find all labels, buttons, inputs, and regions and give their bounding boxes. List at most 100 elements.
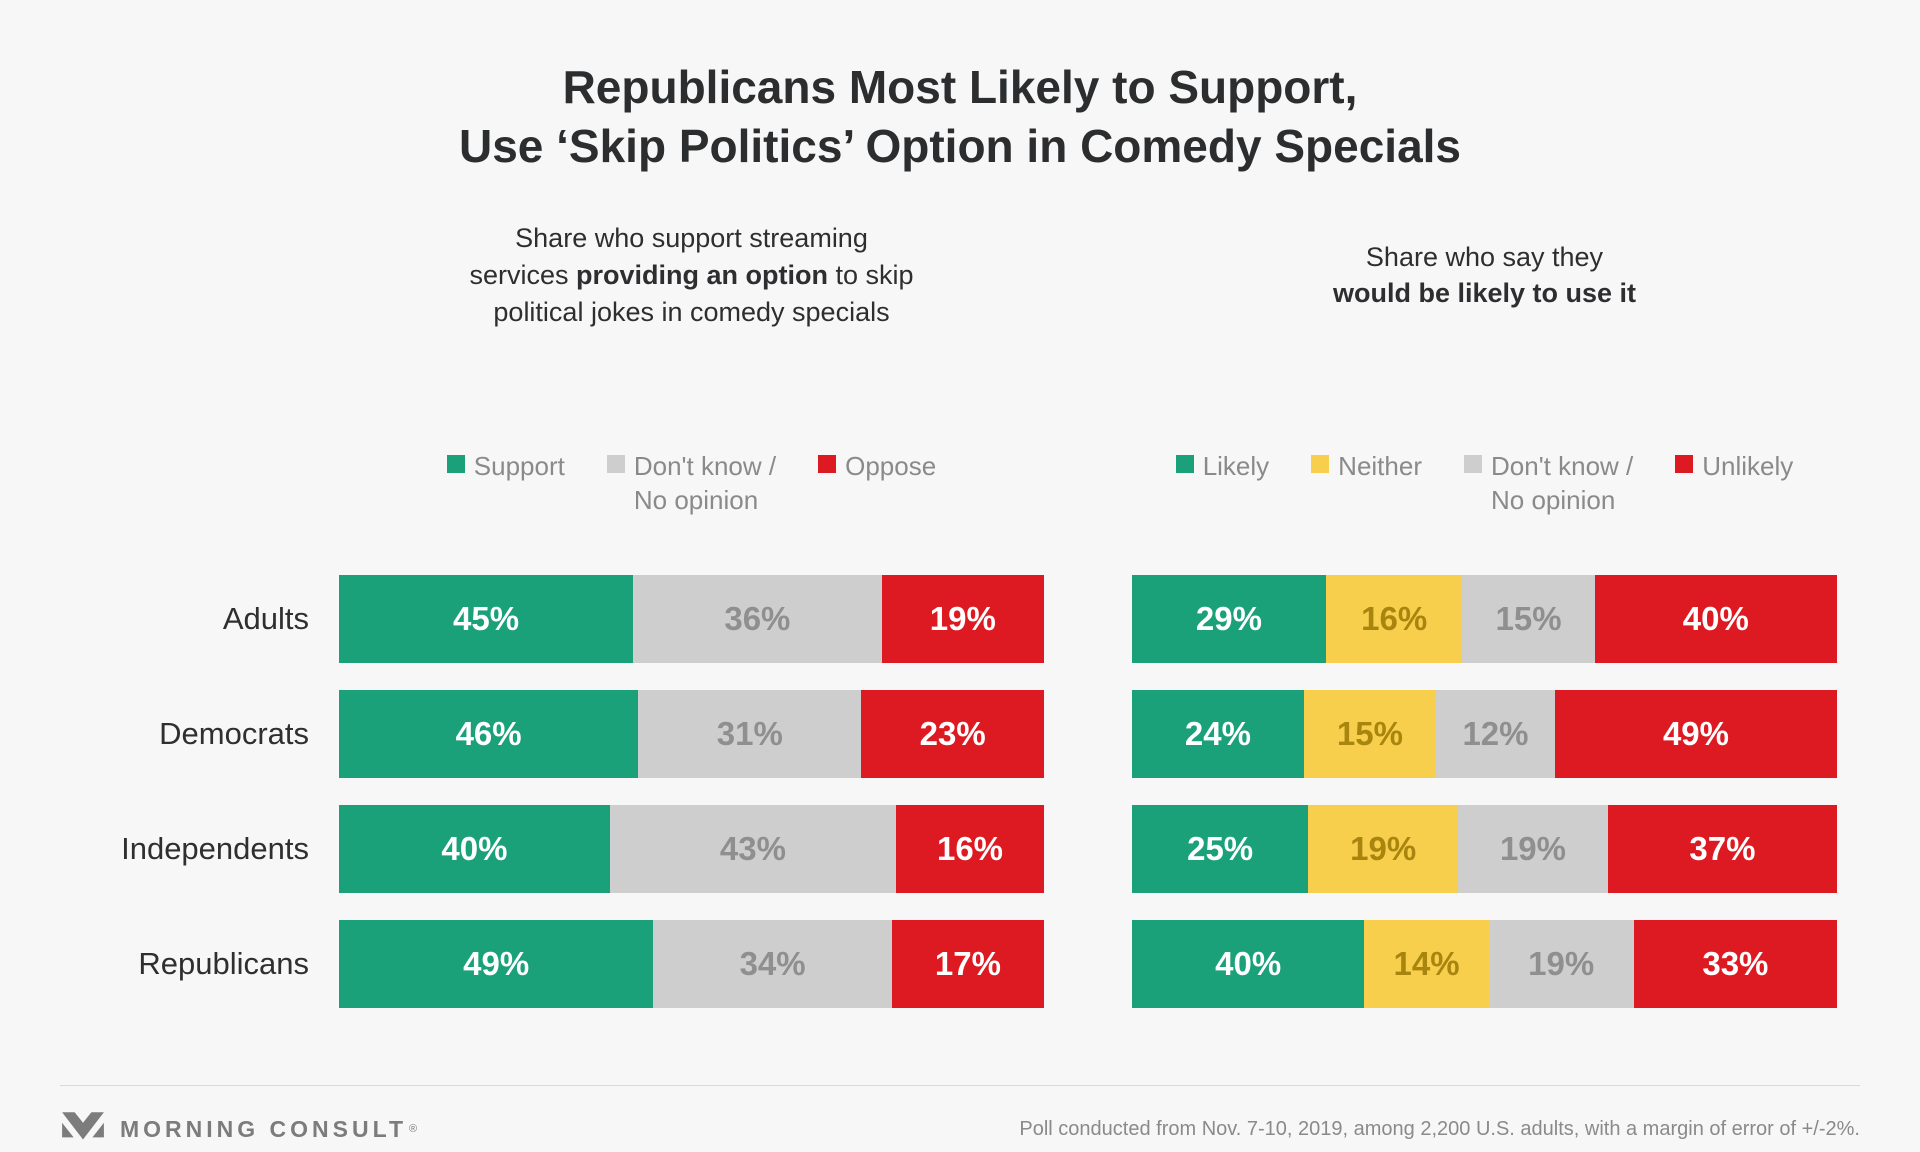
- subtitle-text: Share who support streaming: [515, 223, 868, 254]
- subtitle-line: services providing an option to skip: [339, 257, 1044, 294]
- segment-value: 37%: [1689, 830, 1756, 868]
- segment-value: 31%: [716, 715, 783, 753]
- segment-neither: 16%: [1325, 575, 1463, 664]
- segment-neither: 19%: [1308, 805, 1459, 894]
- legend-swatch-unlikely: [1675, 454, 1694, 473]
- segment-value: 19%: [1528, 945, 1595, 983]
- segment-oppose: 19%: [881, 575, 1044, 664]
- segment-value: 25%: [1187, 830, 1254, 868]
- segment-don-t-know-no-opinion: 19%: [1488, 920, 1634, 1009]
- segment-value: 36%: [724, 600, 791, 638]
- chart-subtitle: Share who support streaming services prov…: [339, 218, 1044, 333]
- subtitle-bold-text: would be likely to use it: [1332, 278, 1637, 309]
- segment-don-t-know-no-opinion: 12%: [1436, 690, 1555, 779]
- segment-value: 29%: [1195, 600, 1262, 638]
- segment-don-t-know-no-opinion: 19%: [1458, 805, 1608, 894]
- bar-row-republicans: 40% 14% 19% 33%: [1132, 920, 1838, 1009]
- legend-swatch-support: [446, 454, 465, 473]
- segment-support: 40%: [339, 805, 610, 894]
- segment-likely: 25%: [1132, 805, 1309, 894]
- segment-support: 46%: [339, 690, 639, 779]
- chart-subtitle: Share who say they would be likely to use…: [1132, 218, 1837, 333]
- segment-don-t-know-no-opinion: 36%: [633, 575, 882, 664]
- segment-value: 15%: [1336, 715, 1403, 753]
- segment-value: 24%: [1184, 715, 1251, 753]
- segment-value: 46%: [455, 715, 522, 753]
- poll-methodology-note: Poll conducted from Nov. 7-10, 2019, amo…: [1019, 1117, 1860, 1140]
- morning-consult-mark-icon: [62, 1112, 104, 1140]
- legend-item-support: Support: [446, 449, 565, 483]
- segment-value: 49%: [463, 945, 530, 983]
- stacked-bar-adults: 29% 16% 15% 40%: [1132, 575, 1837, 664]
- segment-value: 45%: [453, 600, 520, 638]
- segment-value: 14%: [1393, 945, 1460, 983]
- subtitle-text: political jokes in comedy specials: [493, 296, 890, 327]
- legend-item-likely: Likely: [1175, 449, 1269, 483]
- segment-value: 33%: [1702, 945, 1769, 983]
- segment-don-t-know-no-opinion: 15%: [1462, 575, 1595, 664]
- legend-item-don-t-know-no-opinion: Don't know / No opinion: [1464, 449, 1633, 518]
- stacked-bar-democrats: 24% 15% 12% 49%: [1132, 690, 1837, 779]
- row-label-independents: Independents: [121, 831, 309, 867]
- subtitle-line: would be likely to use it: [1132, 275, 1837, 312]
- footer: MORNING CONSULT ® Poll conducted from No…: [60, 1110, 1860, 1148]
- segment-value: 43%: [719, 830, 786, 868]
- legend-label-support: Support: [473, 450, 565, 481]
- chart-likely-use: Share who say they would be likely to use…: [1132, 176, 1838, 1036]
- segment-neither: 14%: [1364, 920, 1489, 1009]
- bar-row-adults: 29% 16% 15% 40%: [1132, 575, 1837, 664]
- subtitle-bold-text: providing an option: [576, 259, 828, 290]
- stacked-bar-independents: 40% 43% 16%: [339, 805, 1044, 894]
- legend-label-don-t-know-no-opinion: Don't know / No opinion: [633, 450, 777, 516]
- segment-unlikely: 37%: [1607, 805, 1838, 894]
- segment-oppose: 16%: [896, 805, 1044, 894]
- bar-row-independents: 25% 19% 19% 37%: [1132, 805, 1838, 894]
- stacked-bar-adults: 45% 36% 19%: [339, 575, 1044, 664]
- footer-divider: [60, 1085, 1860, 1087]
- legend-swatch-oppose: [818, 454, 837, 473]
- legend-label-unlikely: Unlikely: [1702, 450, 1794, 481]
- segment-don-t-know-no-opinion: 43%: [609, 805, 897, 894]
- subtitle-line: Share who support streaming: [339, 220, 1044, 257]
- chart-legend: Support Don't know / No opinion Oppose: [339, 449, 1044, 518]
- title-line-1: Republicans Most Likely to Support,: [562, 61, 1358, 113]
- subtitle-line: Share who say they: [1132, 239, 1837, 276]
- stacked-bar-democrats: 46% 31% 23%: [339, 690, 1044, 779]
- legend-item-oppose: Oppose: [818, 449, 936, 483]
- chart-legend: Likely Neither Don't know / No opinion Unli…: [1132, 449, 1837, 518]
- legend-swatch-don-t-know-no-opinion: [606, 454, 625, 473]
- stacked-bar-republicans: 49% 34% 17%: [339, 920, 1044, 1009]
- segment-support: 45%: [339, 575, 634, 664]
- title-line-2: Use ‘Skip Politics’ Option in Comedy Spe…: [458, 119, 1462, 172]
- bar-row-independents: Independents 40% 43% 16%: [59, 805, 1044, 894]
- registered-mark: ®: [409, 1123, 418, 1136]
- segment-value: 16%: [936, 830, 1004, 868]
- segment-unlikely: 33%: [1633, 920, 1838, 1009]
- segment-value: 16%: [1361, 600, 1428, 638]
- chart-support-option: Share who support streaming services prov…: [59, 176, 1044, 1036]
- segment-oppose: 23%: [861, 690, 1044, 779]
- row-label-democrats: Democrats: [159, 716, 309, 752]
- segment-value: 34%: [739, 945, 806, 983]
- bar-row-republicans: Republicans 49% 34% 17%: [59, 920, 1044, 1009]
- bar-row-democrats: Democrats 46% 31% 23%: [59, 690, 1044, 779]
- charts-area: Share who support streaming services prov…: [59, 176, 1920, 1036]
- segment-don-t-know-no-opinion: 34%: [653, 920, 892, 1009]
- legend-label-don-t-know-no-opinion: Don't know / No opinion: [1491, 450, 1634, 516]
- legend-swatch-don-t-know-no-opinion: [1464, 454, 1482, 473]
- bar-row-democrats: 24% 15% 12% 49%: [1132, 690, 1837, 779]
- morning-consult-logo: MORNING CONSULT ®: [60, 1110, 417, 1148]
- row-label-republicans: Republicans: [138, 946, 309, 982]
- segment-value: 19%: [1350, 830, 1417, 868]
- chart-rows: 29% 16% 15% 40% 24% 15% 12% 49% 25% 19% 19% 37% 40% 1…: [1132, 575, 1838, 1035]
- segment-value: 12%: [1462, 715, 1529, 753]
- segment-value: 40%: [1215, 945, 1282, 983]
- segment-value: 17%: [934, 945, 1001, 983]
- row-label-adults: Adults: [222, 601, 309, 637]
- page-title: Republicans Most Likely to Support, Use …: [0, 0, 1920, 176]
- segment-value: 49%: [1662, 715, 1730, 753]
- bar-row-adults: Adults 45% 36% 19%: [59, 575, 1044, 664]
- segment-oppose: 17%: [891, 920, 1044, 1009]
- segment-support: 49%: [339, 920, 654, 1009]
